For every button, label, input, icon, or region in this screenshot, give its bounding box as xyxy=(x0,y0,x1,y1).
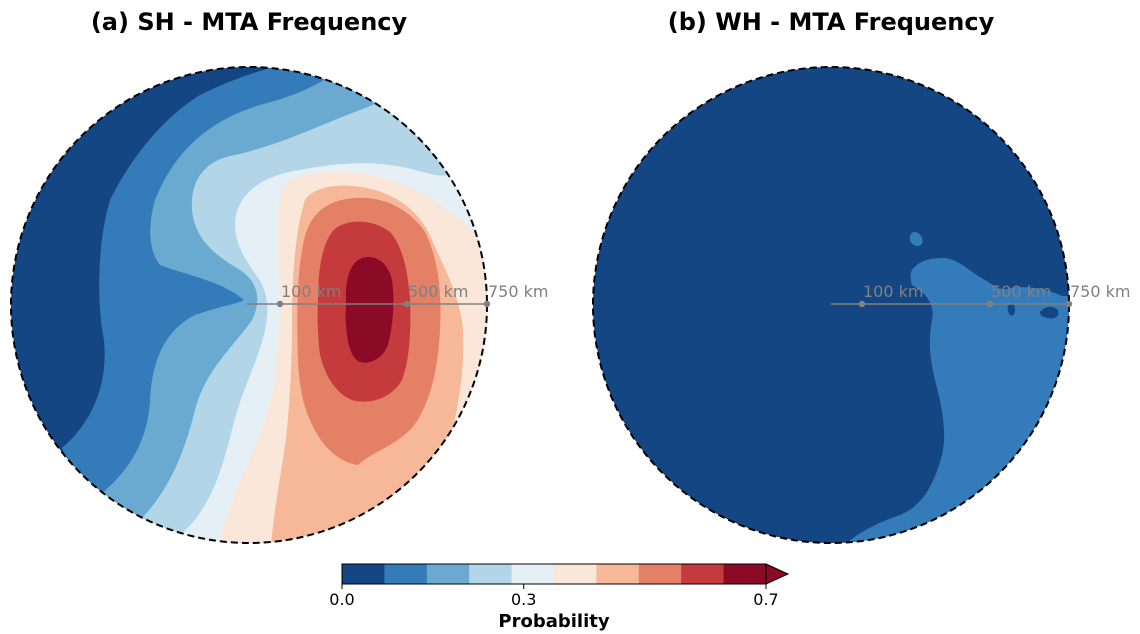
range-marker-b-750 xyxy=(1065,300,1073,308)
colorbar-segment xyxy=(596,564,640,584)
level-band-10 xyxy=(345,256,394,363)
level-band-1-hole xyxy=(1040,306,1059,319)
colorbar-tick-label: 0.3 xyxy=(511,590,536,609)
range-marker-a-500 xyxy=(403,300,411,308)
colorbar-tick-label: 0.7 xyxy=(753,590,778,609)
level-band-1-hole-2 xyxy=(1007,303,1016,316)
panel-a-plot: 100 km 500 km 750 km xyxy=(10,66,548,544)
range-marker-a-750 xyxy=(483,300,491,308)
colorbar-segment xyxy=(723,564,767,584)
colorbar-extend-arrow xyxy=(765,563,790,585)
colorbar-segment xyxy=(511,564,555,584)
range-label-b-100: 100 km xyxy=(863,282,923,301)
range-label-a-750: 750 km xyxy=(488,282,548,301)
range-marker-b-500 xyxy=(986,300,994,308)
colorbar-label: Probability xyxy=(498,611,609,632)
colorbar-segments xyxy=(342,564,767,584)
colorbar-segment xyxy=(342,564,385,584)
range-marker-b-100 xyxy=(858,300,866,308)
range-label-a-500: 500 km xyxy=(408,282,468,301)
range-label-b-500: 500 km xyxy=(991,282,1051,301)
colorbar-outline xyxy=(341,563,767,585)
colorbar-tick-label: 0.0 xyxy=(329,590,354,609)
range-label-a-100: 100 km xyxy=(281,282,341,301)
colorbar-segment xyxy=(638,564,682,584)
range-marker-a-100 xyxy=(276,300,284,308)
colorbar-segment xyxy=(469,564,513,584)
range-label-b-750: 750 km xyxy=(1070,282,1130,301)
colorbar-segment xyxy=(426,564,470,584)
panel-a-title: (a) SH - MTA Frequency xyxy=(90,8,408,36)
panel-b-title: (b) WH - MTA Frequency xyxy=(667,8,995,36)
level-band-2-speckle xyxy=(909,231,923,246)
colorbar-ticks: 0.0 0.3 0.7 xyxy=(329,584,779,609)
colorbar-segment xyxy=(681,564,725,584)
colorbar-segment xyxy=(384,564,428,584)
colorbar: 0.0 0.3 0.7 Probability xyxy=(329,563,790,632)
colorbar-segment xyxy=(554,564,597,584)
panel-b-plot: 100 km 500 km 750 km xyxy=(592,66,1130,544)
